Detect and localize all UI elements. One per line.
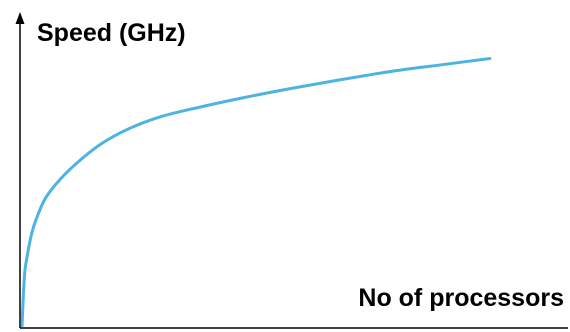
y-axis-label: Speed (GHz) [37,19,186,47]
x-axis-label: No of processors [358,284,564,312]
series-line-0 [20,56,492,328]
series-group [20,56,492,328]
y-axis-arrow-icon [15,12,25,24]
